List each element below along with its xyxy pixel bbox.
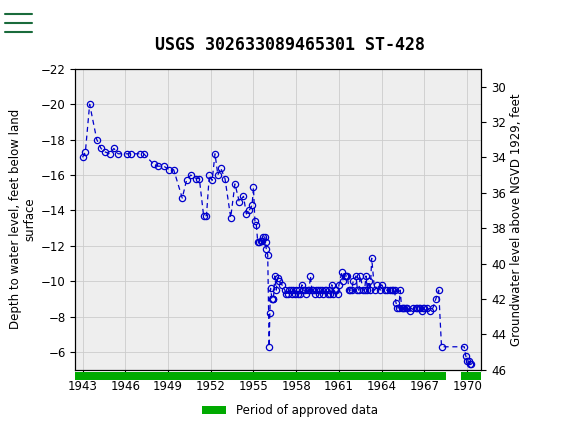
Y-axis label: Groundwater level above NGVD 1929, feet: Groundwater level above NGVD 1929, feet <box>510 93 523 346</box>
Legend: Period of approved data: Period of approved data <box>198 399 382 422</box>
Bar <box>462 372 481 380</box>
Bar <box>3 3 72 42</box>
Text: USGS: USGS <box>78 14 133 31</box>
Text: USGS 302633089465301 ST-428: USGS 302633089465301 ST-428 <box>155 36 425 54</box>
Y-axis label: Depth to water level, feet below land
surface: Depth to water level, feet below land su… <box>9 109 37 329</box>
